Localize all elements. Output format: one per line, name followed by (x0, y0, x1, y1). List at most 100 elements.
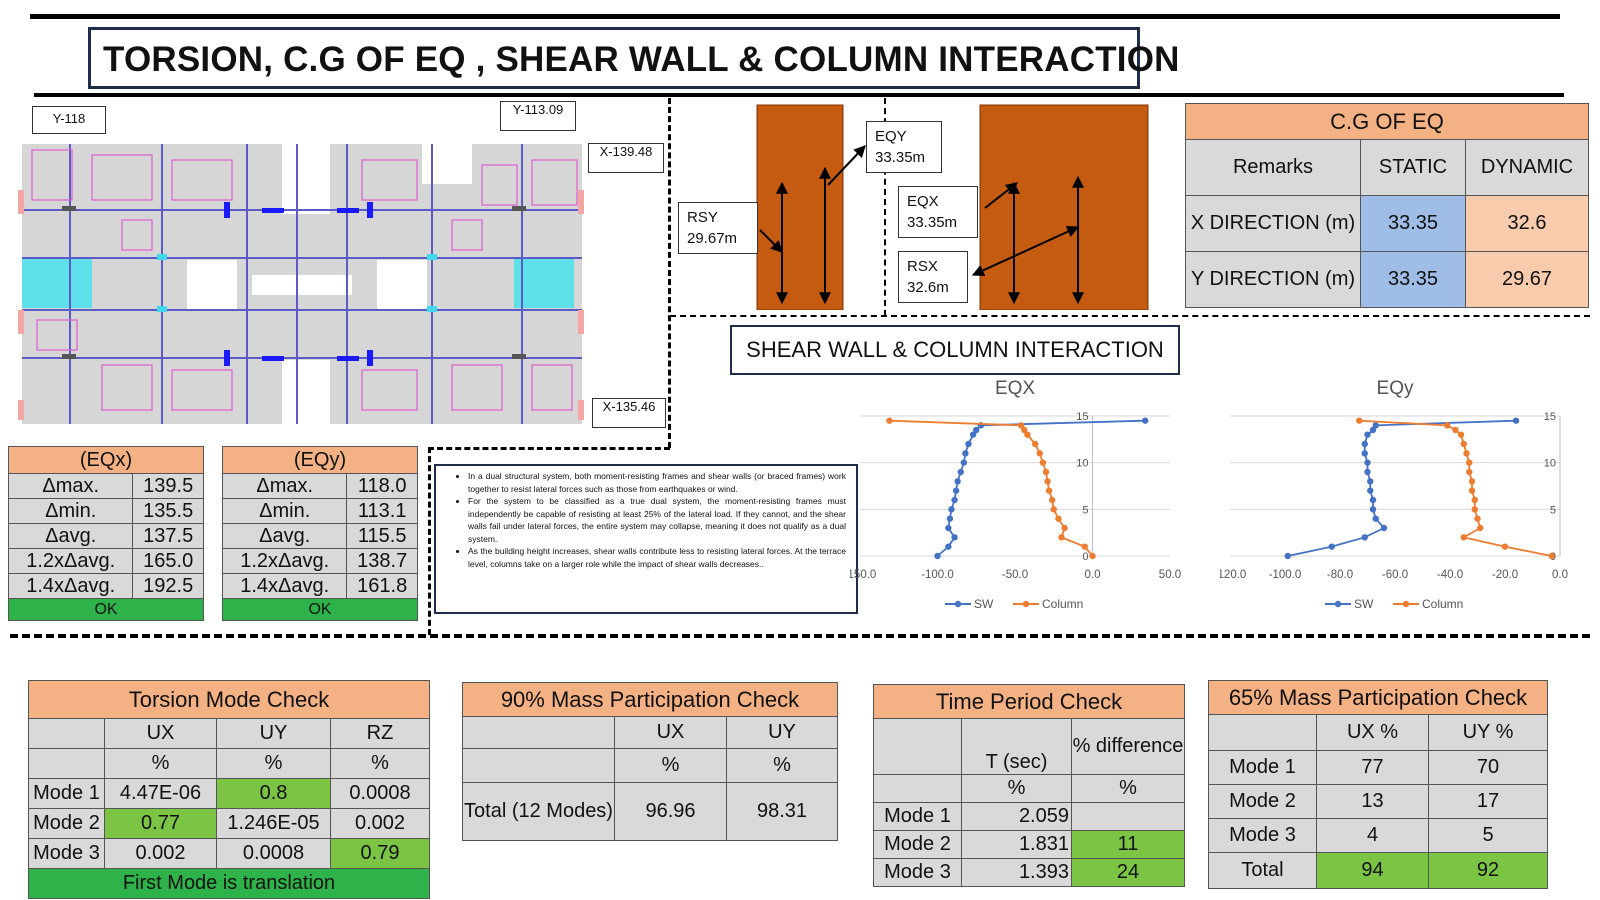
series-line-sw (1287, 419, 1517, 557)
floor-plan (18, 144, 584, 424)
data-point (1367, 478, 1374, 485)
torsion-footer: First Mode is translation (28, 868, 430, 899)
col-header: UY (726, 716, 838, 749)
x-tick-label: -50.0 (1002, 569, 1028, 581)
data-point (1058, 534, 1065, 541)
data-point (1474, 515, 1481, 522)
data-point (1460, 534, 1467, 541)
torsion-mode-table: Torsion Mode Check UX UY RZ %%% Mode 1 4.47… (28, 680, 430, 899)
row-label: Δmin. (221, 498, 348, 524)
row-label: Mode 1 (28, 778, 105, 809)
y-tick-label: 10 (1076, 458, 1088, 470)
col-header (1208, 714, 1317, 751)
table-title: Time Period Check (873, 684, 1185, 719)
annot-label: EQX (907, 193, 939, 210)
note-item: In a dual structural system, both moment… (468, 470, 846, 495)
annotation-rsy: RSY 29.67m (678, 202, 758, 254)
data-point (962, 450, 969, 457)
plan-label-y118: Y-118 (32, 106, 106, 134)
table-title: 65% Mass Participation Check (1208, 680, 1548, 715)
cell: 98.31 (726, 782, 838, 841)
y-tick-label: 15 (1544, 411, 1556, 423)
cell: 5 (1428, 818, 1548, 853)
data-point (1361, 440, 1368, 448)
cell: 77 (1316, 750, 1429, 785)
data-point (1468, 487, 1476, 494)
legend-label: SW (974, 597, 994, 611)
unit-cell (873, 774, 962, 803)
data-point (1055, 515, 1062, 522)
data-point (1142, 417, 1149, 424)
cell: 4 (1316, 818, 1429, 853)
x-tick-label: -40.0 (1437, 569, 1463, 581)
col-header (462, 716, 615, 749)
row-value: 165.0 (132, 548, 204, 574)
eqx-drift-table: (EQx) Δmax. 139.5 Δmin. 135.5 Δavg. 137.5 1… (7, 446, 204, 621)
x-tick-label: 50.0 (1159, 569, 1181, 581)
annotation-rsx: RSX 32.6m (898, 251, 968, 303)
row-label: Y DIRECTION (m) (1185, 251, 1361, 308)
divider (670, 315, 1590, 317)
data-point (948, 506, 955, 513)
static-value: 33.35 (1360, 195, 1466, 252)
x-tick-label: -120.0 (1220, 569, 1246, 581)
row-label: Δmin. (7, 498, 134, 524)
col-header: % difference (1071, 718, 1185, 775)
x-tick-label: -150.0 (850, 569, 876, 581)
annot-value: 33.35m (875, 149, 926, 166)
cell: 4.47E-06 (104, 778, 217, 809)
data-point (1457, 431, 1465, 438)
cell: 96.96 (614, 782, 727, 841)
dynamic-value: 29.67 (1465, 251, 1589, 308)
col-header: Remarks (1185, 139, 1361, 196)
x-tick-label: -60.0 (1382, 569, 1408, 581)
col-header (873, 718, 962, 775)
row-label: Δavg. (221, 523, 348, 549)
x-tick-label: 0.0 (1085, 569, 1101, 581)
mass-90-table: 90% Mass Participation Check UX UY %% Tot… (462, 682, 838, 841)
data-point (954, 478, 961, 485)
cell: 0.0008 (216, 838, 331, 869)
plan-label-y113: Y-113.09 (500, 101, 576, 131)
data-point (1036, 450, 1043, 457)
annot-label: EQY (875, 128, 907, 145)
legend-label: Column (1422, 597, 1463, 611)
col-header: RZ (330, 718, 430, 749)
plan-label-x135: X-135.46 (592, 398, 666, 428)
cell: 94 (1316, 852, 1429, 889)
x-tick-label: -80.0 (1327, 569, 1353, 581)
row-label: Mode 3 (873, 858, 962, 887)
dynamic-value: 32.6 (1465, 195, 1589, 252)
x-tick-label: 0.0 (1552, 569, 1568, 581)
chart-title: EQX (995, 378, 1035, 399)
data-point (965, 440, 972, 448)
data-point (1372, 422, 1379, 429)
table-title: C.G OF EQ (1185, 103, 1589, 140)
row-label: 1.4xΔavg. (7, 573, 134, 599)
data-point (973, 426, 980, 434)
cell: 0.79 (330, 838, 430, 869)
legend-marker (1402, 600, 1410, 608)
data-point (1501, 543, 1509, 550)
data-point (1466, 459, 1473, 466)
data-point (1356, 417, 1363, 424)
table-title: Torsion Mode Check (28, 680, 430, 719)
data-point (945, 524, 952, 532)
unit-cell: % (216, 748, 331, 779)
cell: 0.002 (330, 808, 430, 839)
x-tick-label: -20.0 (1492, 569, 1518, 581)
row-value: 192.5 (132, 573, 204, 599)
y-tick-label: 15 (1076, 411, 1088, 423)
unit-cell: % (961, 774, 1072, 803)
col-header: UX % (1316, 714, 1429, 751)
data-point (1044, 478, 1051, 485)
y-tick-label: 5 (1550, 504, 1556, 516)
row-label: Mode 1 (873, 802, 962, 831)
data-point (1444, 422, 1451, 429)
cg-diagram (756, 104, 1149, 310)
data-point (951, 534, 958, 541)
data-point (1284, 552, 1291, 560)
data-point (1021, 426, 1028, 434)
cell: 1.246E-05 (216, 808, 331, 839)
eqy-chart: EQy051015-120.0-100.0-80.0-60.0-40.0-20.… (1220, 378, 1568, 611)
